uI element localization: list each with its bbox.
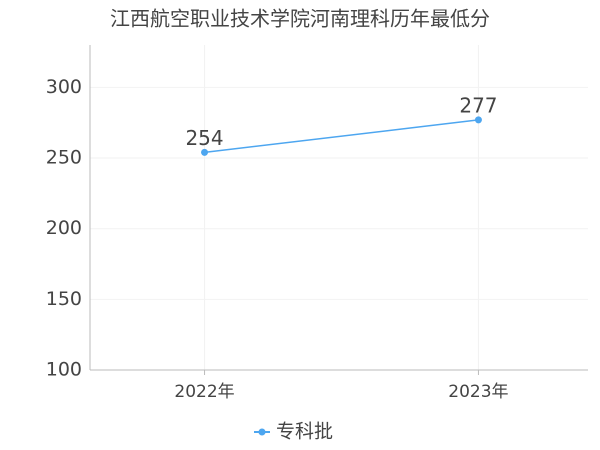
y-tick-label: 250	[46, 147, 82, 169]
point	[474, 116, 482, 124]
data-label: 277	[459, 93, 497, 117]
data-label: 254	[185, 126, 223, 150]
series-line	[204, 119, 479, 154]
y-tick-label: 100	[46, 359, 82, 381]
point	[201, 148, 209, 156]
chart-title: 江西航空职业技术学院河南理科历年最低分	[110, 7, 490, 31]
legend-marker	[258, 428, 266, 436]
y-tick-label: 300	[46, 76, 82, 98]
x-tick-label: 2022年	[174, 382, 234, 402]
y-tick-label: 200	[46, 217, 82, 239]
x-tick-label: 2023年	[448, 382, 508, 402]
y-tick-label: 150	[46, 288, 82, 310]
legend-label: 专科批	[276, 421, 333, 443]
